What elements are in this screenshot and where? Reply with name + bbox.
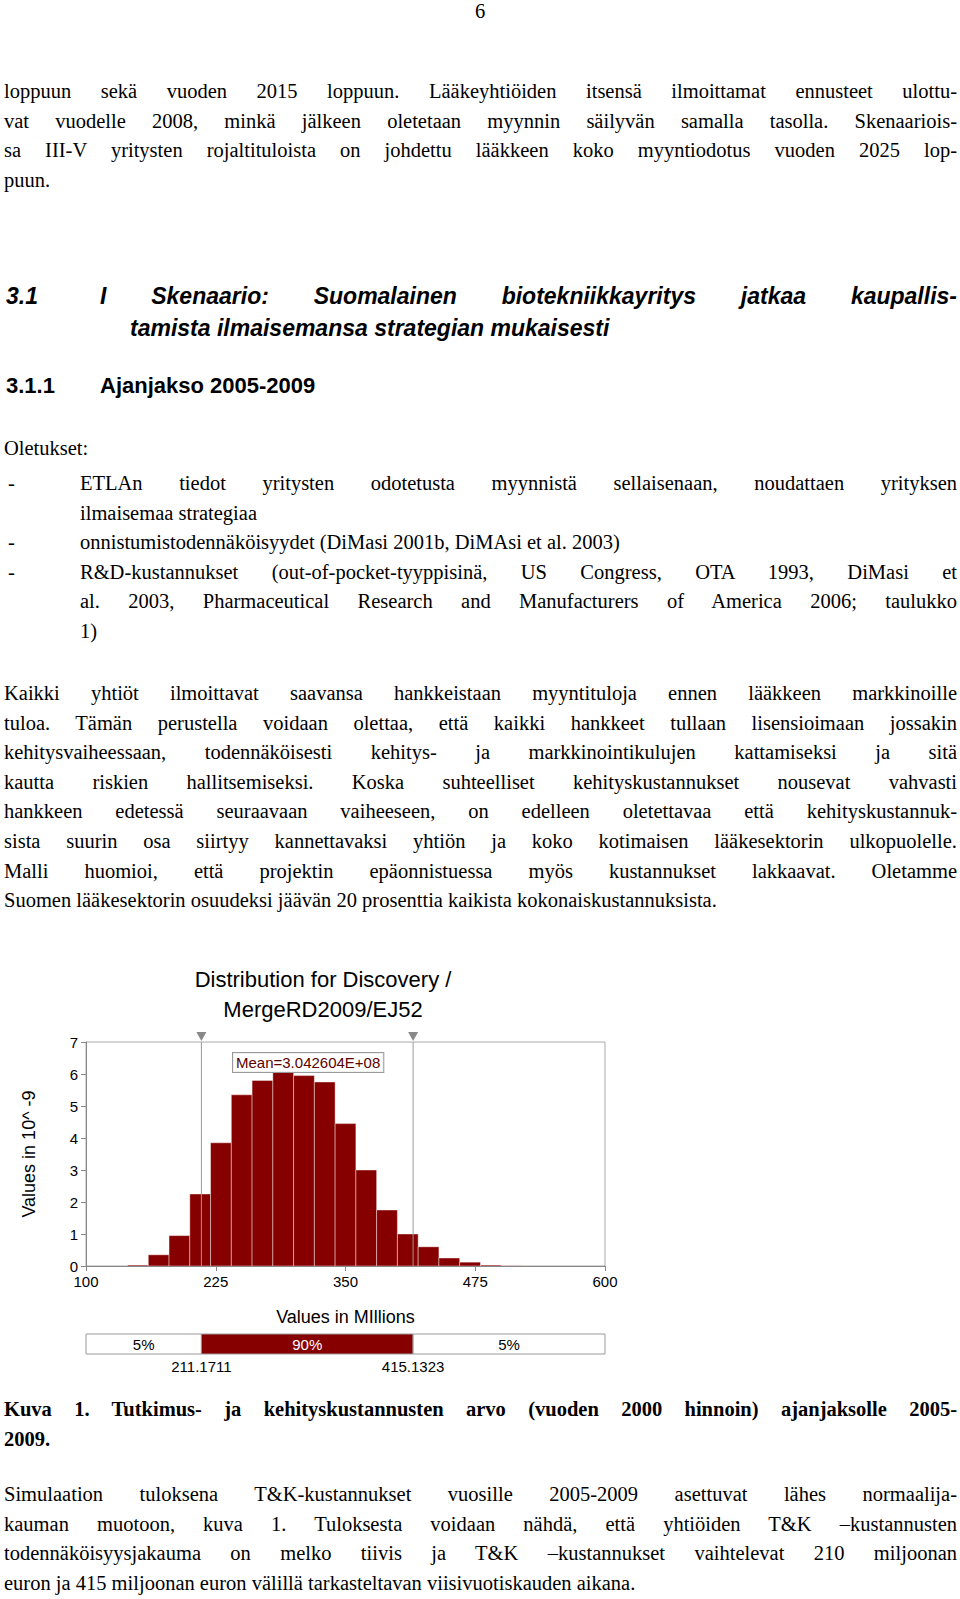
svg-text:5: 5 [70, 1098, 78, 1115]
svg-text:0: 0 [70, 1258, 78, 1275]
html-text:kautta riskien hallitsemiseksi: kautta riskien hallitsemiseksi. Koska su… [4, 770, 957, 793]
svg-text:90%: 90% [292, 1336, 322, 1353]
html-text:Suomen lääkesektorin osuudeksi: Suomen lääkesektorin osuudeksi jäävän 20… [4, 889, 717, 912]
svg-text:Distribution for Discovery /: Distribution for Discovery / [195, 967, 453, 992]
html-text:tamista ilmaisemansa strategia: tamista ilmaisemansa strategian mukaises… [130, 315, 610, 341]
svg-text:225: 225 [203, 1273, 228, 1290]
svg-text:415.1323: 415.1323 [382, 1358, 445, 1375]
html-text:hankkeen edetessä seuraavaan v: hankkeen edetessä seuraavaan vaiheeseen,… [4, 800, 957, 823]
svg-text:600: 600 [592, 1273, 617, 1290]
svg-text:6: 6 [70, 1066, 78, 1083]
html-text:al. 2003, Pharmaceutical Resea: al. 2003, Pharmaceutical Research and Ma… [80, 590, 957, 613]
html-text:Oletukset:: Oletukset: [4, 437, 89, 459]
html-text:sista suurin osa siirtyy kanne: sista suurin osa siirtyy kannettavaksi y… [4, 830, 957, 852]
html-text:vat vuodelle 2008, minkä jälke: vat vuodelle 2008, minkä jälkeen oleteta… [4, 109, 957, 132]
svg-text:Values in 10^ -9: Values in 10^ -9 [19, 1090, 39, 1217]
svg-text:2: 2 [70, 1194, 78, 1211]
html-text:Simulaation tuloksena T&K-kust: Simulaation tuloksena T&K-kustannukset v… [4, 1483, 957, 1505]
svg-text:MergeRD2009/EJ52: MergeRD2009/EJ52 [223, 997, 422, 1022]
html-text:ETLAn tiedot yritysten odotetu: ETLAn tiedot yritysten odotetusta myynni… [80, 472, 957, 494]
html-text:1): 1) [80, 620, 98, 642]
html-text:puun.: puun. [4, 168, 51, 191]
svg-text:4: 4 [70, 1130, 78, 1147]
html-text:Kaikki yhtiöt ilmoittavat saav: Kaikki yhtiöt ilmoittavat saavansa hankk… [4, 682, 957, 704]
html-text:I Skenaario: Suomalainen biote: I Skenaario: Suomalainen biotekniikkayri… [100, 283, 957, 309]
html-text:onnistumistodennäköisyydet (Di: onnistumistodennäköisyydet (DiMasi 2001b… [80, 531, 620, 554]
svg-text:7: 7 [70, 1034, 78, 1051]
svg-text:3: 3 [70, 1162, 78, 1179]
html-text:Ajanjakso 2005-2009: Ajanjakso 2005-2009 [100, 373, 316, 398]
html-text:3.1.1: 3.1.1 [6, 373, 55, 398]
svg-text:100: 100 [73, 1273, 98, 1290]
html-text:2009.: 2009. [4, 1427, 51, 1450]
html-text:tuloa. Tämän perustella voidaa: tuloa. Tämän perustella voidaan olettaa,… [4, 711, 957, 734]
html-text:3.1: 3.1 [6, 283, 38, 309]
html-text:R&D-kustannukset (out-of-pocke: R&D-kustannukset (out-of-pocket-tyyppisi… [80, 560, 957, 583]
html-text:loppuun sekä vuoden 2015 loppu: loppuun sekä vuoden 2015 loppuun. Lääkey… [4, 80, 957, 102]
html-text:Malli huomioi, että projektin: Malli huomioi, että projektin epäonnistu… [4, 859, 957, 882]
html-text:kehitysvaiheessaan, todennäköi: kehitysvaiheessaan, todennäköisesti kehi… [4, 741, 957, 764]
svg-text:Mean=3.042604E+08: Mean=3.042604E+08 [236, 1054, 380, 1071]
html-text:ilmaisemaa strategiaa: ilmaisemaa strategiaa [80, 501, 257, 524]
html-text:todennäköisyysjakauma on melko: todennäköisyysjakauma on melko tiivis ja… [4, 1542, 957, 1565]
html-text:Kuva 1. Tutkimus- ja kehitysku: Kuva 1. Tutkimus- ja kehityskustannusten… [4, 1398, 957, 1420]
html-text:euron ja 415 miljoonan euron v: euron ja 415 miljoonan euron välillä tar… [4, 1571, 636, 1594]
svg-text:211.1711: 211.1711 [171, 1358, 231, 1375]
svg-text:5%: 5% [133, 1336, 155, 1353]
svg-text:350: 350 [333, 1273, 358, 1290]
html-text:sa III-V yritysten rojaltitulo: sa III-V yritysten rojaltituloista on jo… [4, 139, 957, 162]
html-text:kauman muotoon, kuva 1. Tuloks: kauman muotoon, kuva 1. Tuloksesta voida… [4, 1512, 957, 1535]
svg-text:5%: 5% [498, 1336, 520, 1353]
svg-text:Values in MIllions: Values in MIllions [276, 1307, 415, 1327]
svg-text:475: 475 [463, 1273, 488, 1290]
svg-text:1: 1 [70, 1226, 78, 1243]
html-text:6: 6 [474, 0, 486, 22]
